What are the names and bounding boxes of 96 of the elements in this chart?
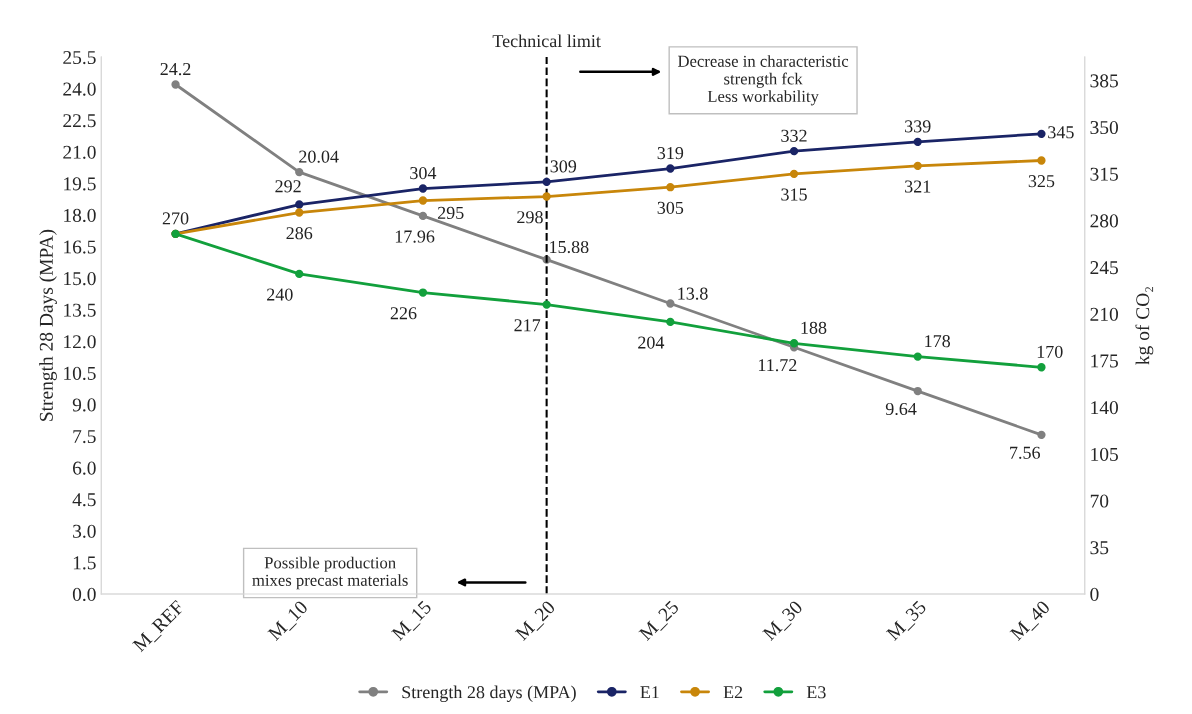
y2-tick-label: 210 <box>1090 307 1119 321</box>
point <box>666 317 675 327</box>
point <box>1037 363 1046 372</box>
data-label: 304 <box>410 166 437 180</box>
y-tick-label: 10.5 <box>64 366 96 380</box>
data-label: 15.88 <box>550 240 589 254</box>
data-label: 286 <box>286 227 313 240</box>
data-label: 226 <box>390 307 417 320</box>
data-label: 332 <box>781 129 807 142</box>
point <box>295 167 304 177</box>
y-tick-label: 18.0 <box>64 208 96 223</box>
data-label: 20.04 <box>299 150 339 163</box>
data-label: 292 <box>275 180 301 193</box>
point <box>418 196 428 205</box>
point <box>418 288 428 297</box>
point <box>418 184 428 193</box>
point <box>418 211 428 221</box>
point <box>1037 156 1046 165</box>
data-label: 24.2 <box>160 62 191 76</box>
y2-tick-label: 105 <box>1091 447 1118 461</box>
point <box>1037 430 1046 440</box>
data-label: 11.72 <box>758 359 797 372</box>
y-tick-label: 9.0 <box>72 398 96 412</box>
y2-tick-label: 70 <box>1090 494 1109 508</box>
y2-tick-label: 140 <box>1091 401 1119 415</box>
ref-line-label: Technical limit <box>492 34 601 48</box>
y2-tick-label: 0 <box>1090 587 1099 601</box>
data-label: 270 <box>162 212 189 225</box>
point <box>542 300 551 309</box>
y2-tick-label: 280 <box>1090 214 1119 228</box>
data-label: 204 <box>638 336 665 349</box>
data-label: 7.56 <box>1010 446 1041 459</box>
y2-tick-label: 245 <box>1090 261 1118 275</box>
y-tick-label: 13.5 <box>64 303 96 317</box>
data-label: 321 <box>905 180 931 193</box>
point <box>789 339 799 348</box>
point <box>1037 129 1046 138</box>
data-label: 170 <box>1037 345 1063 358</box>
point <box>913 161 922 171</box>
y-tick-label: 3.0 <box>73 524 96 538</box>
y-tick-label: 16.5 <box>64 240 96 254</box>
y-tick-label: 6.0 <box>72 461 96 475</box>
data-label: 345 <box>1048 126 1074 139</box>
data-label: 325 <box>1028 175 1055 188</box>
data-label: 9.64 <box>885 402 917 416</box>
annotation: Decrease in characteristic strength fck Less workability <box>677 55 849 106</box>
point <box>789 169 799 179</box>
data-label: 298 <box>517 211 543 224</box>
point <box>913 386 922 396</box>
y-tick-label: 25.5 <box>63 50 96 65</box>
point <box>666 183 675 192</box>
legend-label: E1 <box>640 686 659 699</box>
y-tick-label: 4.5 <box>72 493 96 507</box>
y-tick-label: 7.5 <box>73 430 96 444</box>
data-label: 17.96 <box>395 230 435 243</box>
data-label: 309 <box>550 160 577 173</box>
legend-label: Strength 28 days (MPA) <box>402 685 576 702</box>
data-label: 315 <box>781 188 807 201</box>
y2-axis-title: kg of CO₂ <box>1135 287 1154 365</box>
data-label: 188 <box>801 321 827 334</box>
point <box>295 269 304 279</box>
y-tick-label: 12.0 <box>64 335 96 349</box>
y2-tick-label: 175 <box>1091 354 1118 368</box>
point <box>913 352 922 361</box>
y2-tick-label: 350 <box>1090 120 1119 135</box>
annotation: Possible production mixes precast materials <box>252 556 408 590</box>
data-label: 240 <box>267 288 293 301</box>
y2-tick-label: 315 <box>1090 167 1118 181</box>
y-axis-title: Strength 28 Days (MPA) <box>39 229 57 421</box>
y2-tick-label: 35 <box>1090 541 1109 555</box>
y-tick-label: 15.0 <box>64 272 96 286</box>
data-label: 178 <box>925 335 951 348</box>
data-label: 295 <box>437 206 464 219</box>
data-label: 339 <box>905 120 931 133</box>
point <box>295 208 304 217</box>
point <box>789 147 799 156</box>
y2-tick-label: 385 <box>1090 74 1118 88</box>
legend-label: E2 <box>723 686 743 699</box>
data-label: 217 <box>514 319 541 332</box>
data-label: 13.8 <box>678 287 708 300</box>
point <box>295 200 304 209</box>
point <box>666 299 675 308</box>
point <box>542 177 551 187</box>
y-tick-label: 1.5 <box>73 556 96 570</box>
point <box>913 137 922 146</box>
y-tick-label: 19.5 <box>64 177 96 191</box>
y-tick-label: 21.0 <box>63 145 96 159</box>
point <box>171 80 180 89</box>
y-tick-label: 0.0 <box>72 587 96 602</box>
legend-label: E3 <box>806 686 826 699</box>
point <box>542 192 551 201</box>
y-tick-label: 24.0 <box>63 82 96 96</box>
point <box>666 164 675 173</box>
data-label: 319 <box>657 147 684 160</box>
data-label: 305 <box>657 201 684 214</box>
y-tick-label: 22.5 <box>63 114 96 128</box>
